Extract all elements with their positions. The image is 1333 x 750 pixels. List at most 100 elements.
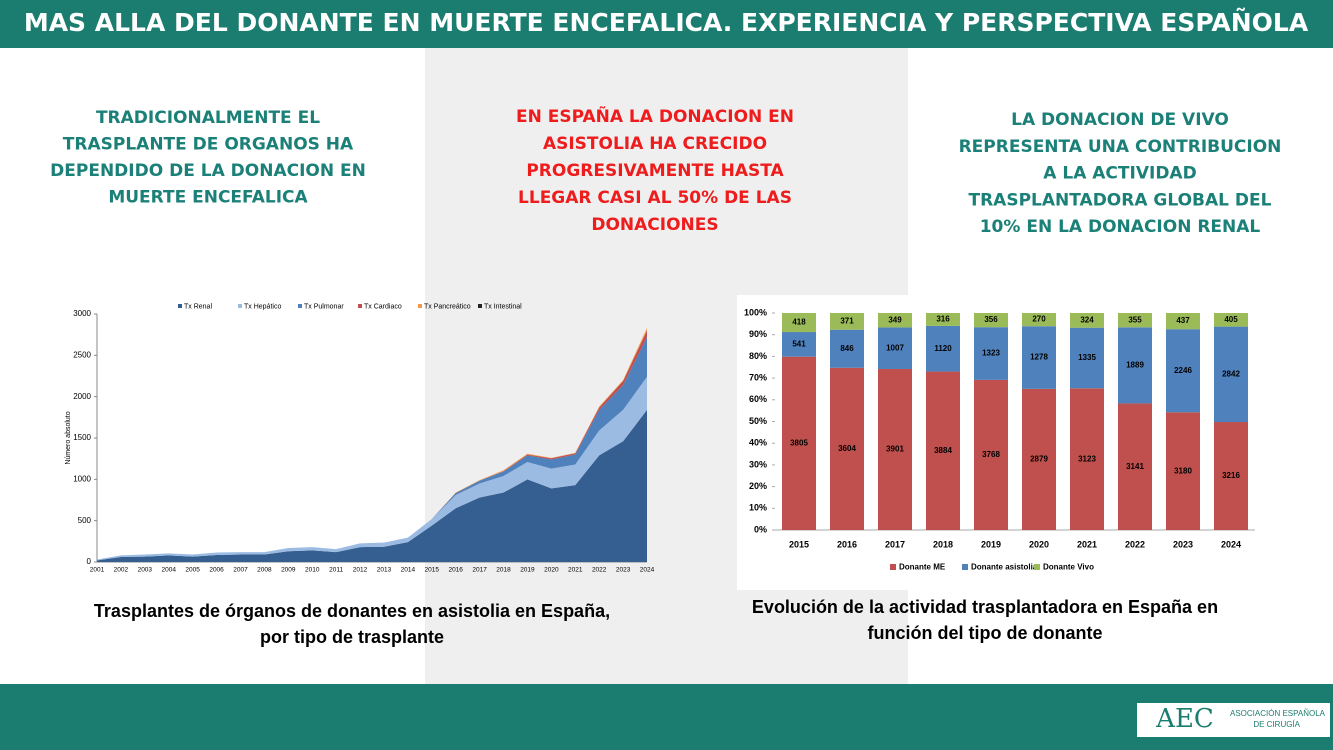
data-label: 3216 xyxy=(1222,471,1240,480)
data-label: 437 xyxy=(1176,316,1190,325)
x-tick-label: 2008 xyxy=(257,567,272,574)
legend-swatch xyxy=(178,304,182,308)
data-label: 3768 xyxy=(982,450,1000,459)
data-label: 3805 xyxy=(790,438,808,447)
bar-segment xyxy=(926,325,960,372)
data-label: 1335 xyxy=(1078,353,1096,362)
legend-swatch xyxy=(358,304,362,308)
data-label: 405 xyxy=(1224,315,1238,324)
legend-swatch xyxy=(890,564,896,570)
x-tick-label: 2010 xyxy=(305,567,320,574)
legend-label: Tx Renal xyxy=(184,303,212,310)
x-tick-label: 2011 xyxy=(329,567,343,574)
bar-segment xyxy=(1214,313,1248,327)
legend-label: Donante Vivo xyxy=(1043,563,1094,572)
y-tick-label: 20% xyxy=(749,481,767,491)
x-tick-label: 2024 xyxy=(640,567,655,574)
bar-segment xyxy=(878,313,912,328)
column-text: TRASPLANTADORA GLOBAL DEL xyxy=(969,190,1272,210)
y-tick-label: 10% xyxy=(749,503,767,513)
data-label: 1007 xyxy=(886,343,904,352)
bar-segment xyxy=(926,371,960,530)
column-text: ASISTOLIA HA CRECIDO xyxy=(543,134,767,154)
x-tick-label: 2012 xyxy=(353,567,368,574)
logo-box xyxy=(1137,703,1330,737)
legend-label: Tx Pulmonar xyxy=(304,303,344,310)
legend-swatch xyxy=(962,564,968,570)
bar-segment xyxy=(1022,313,1056,327)
x-tick-label: 2006 xyxy=(209,567,224,574)
column-text: 10% EN LA DONACION RENAL xyxy=(980,217,1261,237)
data-label: 3604 xyxy=(838,444,856,453)
bar-segment xyxy=(926,313,960,326)
legend-swatch xyxy=(1034,564,1040,570)
x-tick-label: 2023 xyxy=(616,567,631,574)
logo: AEC xyxy=(1155,704,1214,734)
data-label: 418 xyxy=(792,318,806,327)
x-tick-label: 2019 xyxy=(520,567,535,574)
x-tick-label: 2020 xyxy=(544,567,559,574)
chart-caption: por tipo de trasplante xyxy=(260,627,444,647)
bar-segment xyxy=(1070,388,1104,530)
data-label: 1889 xyxy=(1126,360,1144,369)
y-tick-label: 0% xyxy=(754,524,767,534)
legend-swatch xyxy=(478,304,482,308)
data-label: 1120 xyxy=(934,344,952,353)
x-tick-label: 2018 xyxy=(496,567,511,574)
chart-caption: función del tipo de donante xyxy=(868,623,1103,643)
x-tick-label: 2013 xyxy=(377,567,392,574)
bar-segment xyxy=(1166,412,1200,530)
column-text: TRADICIONALMENTE EL xyxy=(96,108,320,128)
column-text: DONACIONES xyxy=(591,215,718,235)
data-label: 1323 xyxy=(982,349,1000,358)
x-tick-label: 2023 xyxy=(1173,539,1193,549)
column-text: MUERTE ENCEFALICA xyxy=(108,188,308,208)
y-tick-label: 70% xyxy=(749,372,767,382)
column-text: LLEGAR CASI AL 50% DE LAS xyxy=(518,188,792,208)
y-tick-label: 3000 xyxy=(73,309,91,318)
x-tick-label: 2020 xyxy=(1029,539,1049,549)
chart-caption: Trasplantes de órganos de donantes en as… xyxy=(94,601,610,621)
x-tick-label: 2009 xyxy=(281,567,296,574)
y-tick-label: 30% xyxy=(749,459,767,469)
column-text: A LA ACTIVIDAD xyxy=(1043,164,1196,184)
bar-segment xyxy=(830,313,864,330)
bar-segment xyxy=(782,356,816,530)
y-tick-label: 1000 xyxy=(73,474,91,483)
y-tick-label: 60% xyxy=(749,394,767,404)
x-tick-label: 2024 xyxy=(1221,539,1241,549)
legend-label: Donante ME xyxy=(899,563,946,572)
bar-segment xyxy=(1022,326,1056,389)
x-tick-label: 2016 xyxy=(837,539,857,549)
data-label: 2842 xyxy=(1222,369,1240,378)
x-tick-label: 2005 xyxy=(185,567,200,574)
bar-segment xyxy=(1070,313,1104,328)
x-tick-label: 2002 xyxy=(114,567,129,574)
bar-segment xyxy=(878,327,912,369)
data-label: 3884 xyxy=(934,446,952,455)
chart-caption: Evolución de la actividad trasplantadora… xyxy=(752,597,1218,617)
bar-segment xyxy=(782,313,816,333)
x-tick-label: 2016 xyxy=(448,567,463,574)
x-tick-label: 2017 xyxy=(885,539,905,549)
x-tick-label: 2022 xyxy=(592,567,607,574)
bar-segment xyxy=(974,313,1008,328)
bar-segment xyxy=(830,329,864,368)
legend-swatch xyxy=(418,304,422,308)
legend-swatch xyxy=(238,304,242,308)
y-tick-label: 80% xyxy=(749,351,767,361)
y-tick-label: 0 xyxy=(87,557,92,566)
bar-segment xyxy=(1022,388,1056,530)
x-tick-label: 2019 xyxy=(981,539,1001,549)
x-tick-label: 2015 xyxy=(425,567,440,574)
column-text: REPRESENTA UNA CONTRIBUCION xyxy=(959,137,1282,157)
footer-bar xyxy=(0,684,1333,750)
bar-segment xyxy=(1214,326,1248,423)
column-text: PROGRESIVAMENTE HASTA xyxy=(526,161,784,181)
data-label: 846 xyxy=(840,344,854,353)
bar-segment xyxy=(1166,329,1200,413)
header-bar xyxy=(0,0,1333,48)
data-label: 355 xyxy=(1128,315,1142,324)
